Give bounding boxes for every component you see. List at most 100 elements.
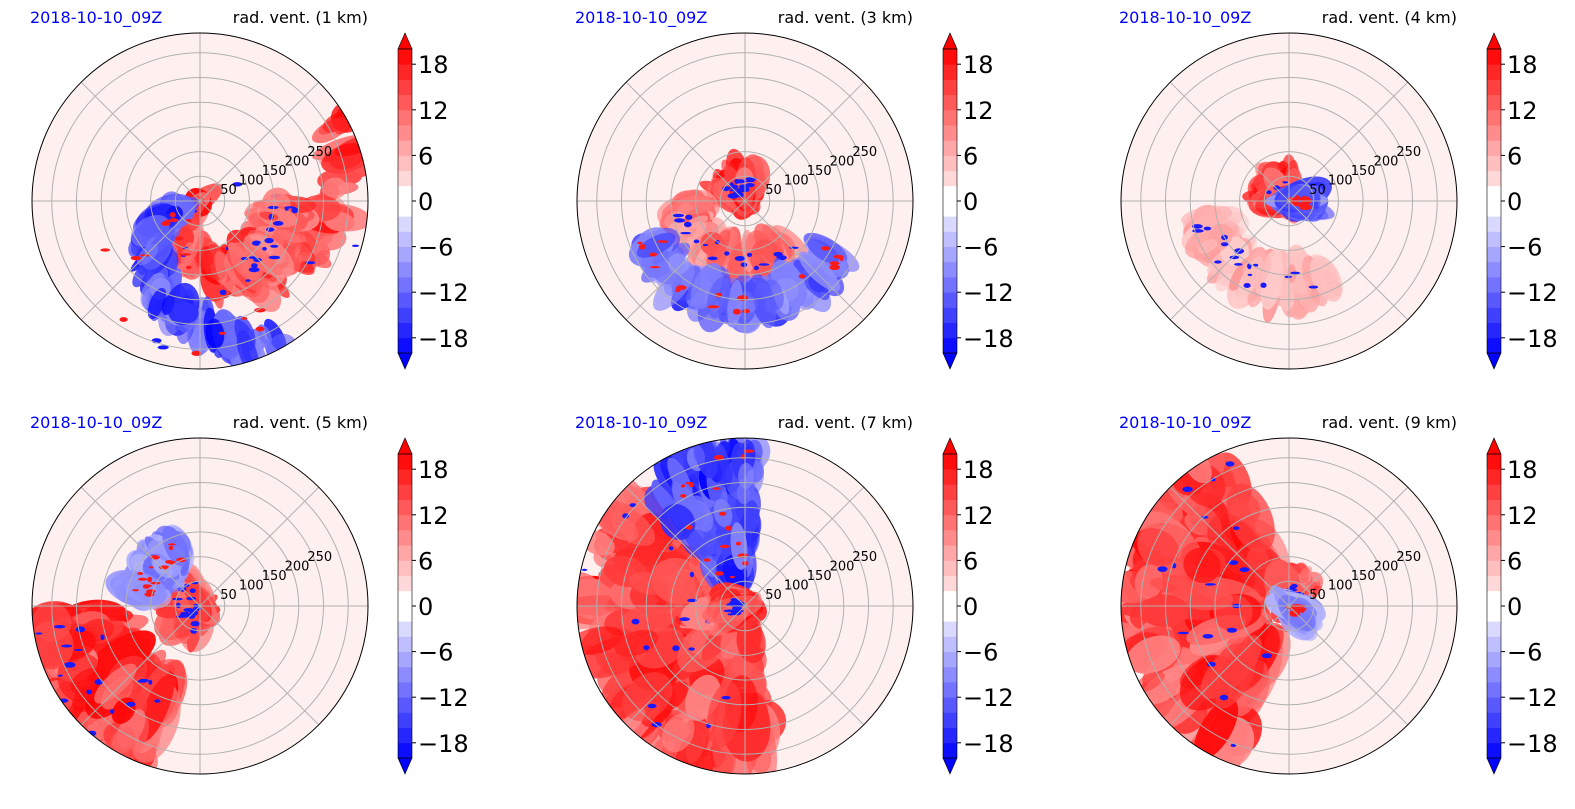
contour-patch <box>1269 272 1282 305</box>
radial-tick-label: 150 <box>1351 569 1376 584</box>
grid-spoke <box>625 200 746 321</box>
contour-speckle <box>702 244 709 246</box>
radial-tick-label: 50 <box>1309 588 1326 603</box>
grid-spoke <box>1288 200 1409 321</box>
colorbar: 18 12 6 0 −6 −12 −18 <box>1486 437 1558 775</box>
contour-speckle <box>168 545 174 551</box>
colorbar-band <box>1487 712 1501 728</box>
colorbar-band <box>943 621 957 637</box>
colorbar-band <box>1487 246 1501 263</box>
polar-grid <box>1121 438 1457 774</box>
contour-speckle <box>255 326 265 332</box>
contour-speckle <box>58 674 63 677</box>
grid-spoke <box>1169 81 1290 202</box>
contour-speckle <box>169 218 179 223</box>
contour-patch <box>727 279 743 328</box>
contour-speckle <box>63 662 76 668</box>
contour-speckle <box>1177 631 1189 635</box>
contour-speckle <box>137 572 144 575</box>
contour-speckle <box>657 240 669 243</box>
contour-speckle <box>680 484 686 488</box>
contour-speckle <box>703 558 711 562</box>
contour-speckle <box>74 649 83 651</box>
colorbar-extend-min <box>942 757 958 775</box>
contour-speckle <box>1204 583 1216 586</box>
colorbar-band <box>1487 94 1501 111</box>
panel-title: rad. vent. (9 km) <box>1322 413 1457 432</box>
contour-speckle <box>758 263 770 266</box>
contour-speckle <box>637 241 643 245</box>
contour-speckle <box>1219 694 1229 701</box>
contour-speckle <box>721 695 731 700</box>
contour-speckle <box>1203 226 1212 231</box>
radial-tick-label: 50 <box>220 183 237 198</box>
colorbar-band <box>1487 575 1501 592</box>
contour-speckle <box>1202 634 1214 639</box>
contour-speckle <box>734 179 746 184</box>
colorbar-extend-min <box>942 352 958 370</box>
colorbar-band <box>943 575 957 592</box>
contour-speckle <box>675 285 687 290</box>
contour-speckle <box>148 679 153 685</box>
grid-spoke <box>199 81 320 202</box>
contour-speckle <box>143 584 153 588</box>
colorbar-band <box>1487 64 1501 80</box>
colorbar-band <box>943 79 957 95</box>
contour-speckle <box>688 647 695 651</box>
colorbar-band <box>1487 109 1501 126</box>
colorbar-band <box>398 307 412 323</box>
radial-tick-label: 150 <box>262 164 287 179</box>
colorbar-band <box>1487 185 1501 202</box>
contour-speckle <box>240 317 248 320</box>
contour-speckle <box>718 511 727 516</box>
contour-speckle <box>160 221 171 226</box>
colorbar-band <box>943 49 957 65</box>
colorbar-band <box>1487 697 1501 713</box>
colorbar-band <box>943 454 957 470</box>
radial-tick-label: 250 <box>307 550 332 565</box>
colorbar-band <box>1487 140 1501 156</box>
colorbar-extend-max <box>1486 437 1502 455</box>
contour-speckle <box>1225 461 1235 467</box>
polar-grid <box>577 33 913 369</box>
colorbar-band <box>1487 514 1501 531</box>
contour-speckle <box>1192 229 1204 233</box>
grid-spoke <box>744 81 865 202</box>
contour-speckle <box>191 350 202 356</box>
contour-speckle <box>1290 583 1298 589</box>
colorbar-band <box>398 484 412 500</box>
contour-speckle <box>679 617 690 622</box>
colorbar-band <box>943 109 957 126</box>
colorbar-tick-label: 12 <box>963 502 994 530</box>
contour-speckle <box>202 246 210 252</box>
contour-speckle <box>672 213 685 218</box>
radial-tick-label: 250 <box>852 145 877 160</box>
colorbar-band <box>398 469 412 485</box>
velocity-field <box>628 148 860 334</box>
feature-positive-arc <box>1180 204 1343 323</box>
colorbar-tick-label: −12 <box>963 684 1014 712</box>
velocity-field <box>577 438 787 774</box>
contour-patch <box>322 177 347 199</box>
grid-spoke <box>80 200 201 321</box>
contour-speckle <box>148 566 154 569</box>
colorbar-band <box>398 742 412 759</box>
contour-patch <box>147 287 167 320</box>
colorbar-extend-min <box>1486 757 1502 775</box>
colorbar-tick-label: −18 <box>1507 325 1558 353</box>
colorbar-band <box>398 231 412 247</box>
contour-speckle <box>689 571 695 578</box>
colorbar-band <box>398 49 412 65</box>
contour-speckle <box>1182 486 1193 493</box>
colorbar-band <box>398 292 412 308</box>
panel-date: 2018-10-10_09Z <box>575 413 707 433</box>
colorbar-band <box>398 727 412 744</box>
colorbar: 18 12 6 0 −6 −12 −18 <box>1486 32 1558 370</box>
panel-date: 2018-10-10_09Z <box>1119 413 1251 433</box>
contour-speckle <box>647 703 657 709</box>
colorbar-band <box>1487 727 1501 744</box>
colorbar-band <box>1487 499 1501 516</box>
contour-speckle <box>672 645 680 652</box>
colorbar-band <box>943 185 957 202</box>
colorbar-extend-max <box>942 32 958 50</box>
